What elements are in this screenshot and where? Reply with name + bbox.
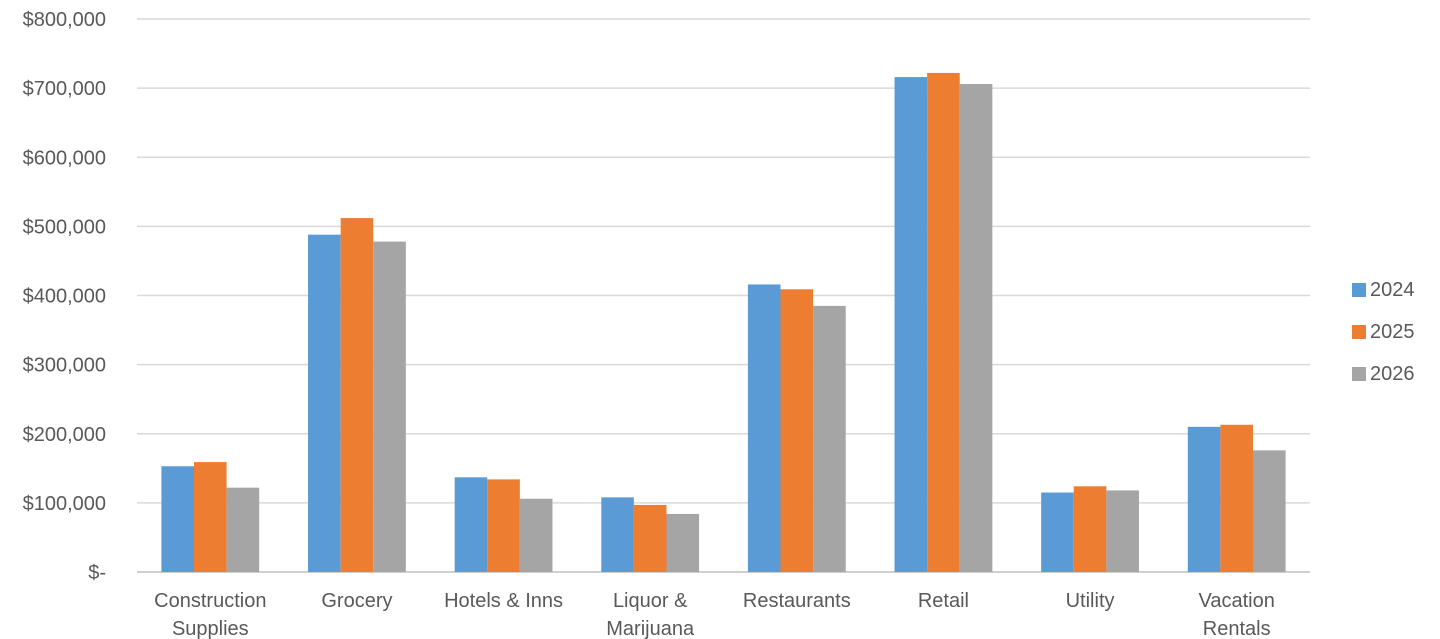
bar-2026 (959, 83, 993, 572)
y-tick-label: $100,000 (23, 493, 106, 515)
bar-2025 (340, 218, 374, 572)
bar-2026 (1252, 450, 1286, 572)
x-tick-label: Utility (1066, 590, 1115, 612)
legend: 2024 2025 2026 (1352, 269, 1415, 395)
bar-2025 (927, 72, 960, 572)
x-tick-label-line: Supplies (172, 618, 249, 639)
y-tick-label: $600,000 (23, 147, 106, 169)
x-tick-label-line: Retail (918, 590, 969, 612)
bar-2026 (519, 498, 553, 572)
bar-2026 (373, 241, 406, 572)
bar-2024 (454, 477, 488, 572)
legend-swatch-2026 (1352, 367, 1366, 381)
x-tick-label-line: Liquor & (613, 590, 688, 612)
legend-item-2025: 2025 (1352, 311, 1415, 353)
y-tick-label: $500,000 (23, 216, 106, 238)
y-tick-label: $300,000 (23, 355, 106, 377)
y-tick-label: $700,000 (23, 78, 106, 100)
legend-label-2024: 2024 (1370, 278, 1415, 301)
bar-2024 (161, 466, 195, 572)
y-axis-labels: $- $100,000 $200,000 $300,000 $400,000 $500,0… (23, 9, 106, 584)
y-tick-label: $800,000 (23, 9, 106, 31)
x-axis-labels: Construction Supplies Grocery Hotels & Inns… (154, 590, 1275, 639)
bar-2026 (226, 487, 260, 572)
x-tick-label-line: Utility (1066, 590, 1115, 612)
bar-2024 (1041, 492, 1074, 572)
y-tick-label: $200,000 (23, 424, 106, 446)
x-tick-label-line: Rentals (1203, 618, 1271, 639)
bar-2026 (813, 305, 846, 572)
x-tick-label: Liquor & Marijuana (606, 590, 695, 639)
bar-2025 (1073, 486, 1107, 572)
x-tick-label-line: Vacation (1199, 590, 1275, 612)
x-tick-label: Grocery (321, 590, 392, 612)
legend-swatch-2024 (1352, 283, 1366, 297)
legend-label-2026: 2026 (1370, 362, 1415, 385)
bar-2024 (894, 77, 928, 572)
bar-2024 (1187, 426, 1221, 572)
x-tick-label-line: Marijuana (606, 618, 695, 639)
bar-2024 (747, 284, 781, 572)
x-tick-label: Retail (918, 590, 969, 612)
bar-2025 (780, 289, 814, 572)
x-tick-label-line: Restaurants (743, 590, 851, 612)
x-tick-label-line: Hotels & Inns (444, 590, 563, 612)
bar-2026 (666, 513, 700, 572)
legend-swatch-2025 (1352, 325, 1366, 339)
x-tick-label-line: Construction (154, 590, 266, 612)
bar-2025 (1220, 424, 1253, 572)
x-tick-label: Hotels & Inns (444, 590, 563, 612)
bar-2025 (194, 462, 227, 572)
bar-2024 (308, 234, 341, 573)
bars (161, 72, 1286, 573)
x-tick-label: Restaurants (743, 590, 851, 612)
legend-label-2025: 2025 (1370, 320, 1415, 343)
x-tick-label-line: Grocery (321, 590, 392, 612)
bar-2026 (1106, 490, 1139, 572)
bar-2025 (487, 479, 520, 572)
y-tick-label: $- (88, 562, 106, 584)
legend-item-2024: 2024 (1352, 269, 1415, 311)
legend-item-2026: 2026 (1352, 353, 1415, 395)
bar-2025 (633, 504, 667, 572)
x-tick-label: Construction Supplies (154, 590, 266, 639)
y-tick-label: $400,000 (23, 286, 106, 308)
x-tick-label: Vacation Rentals (1199, 590, 1275, 639)
bar-2024 (601, 497, 634, 572)
